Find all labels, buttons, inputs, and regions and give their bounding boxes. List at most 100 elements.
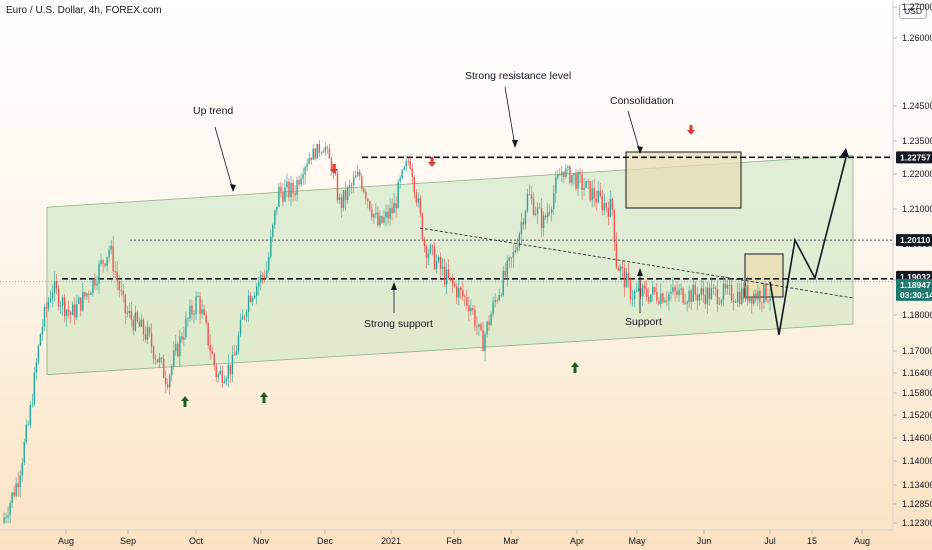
candle <box>419 198 422 214</box>
candle <box>417 198 420 203</box>
candle <box>672 287 674 293</box>
price-badge-label: 1.19032 <box>900 272 931 282</box>
candle <box>490 314 492 326</box>
candle <box>676 290 678 295</box>
candle <box>575 173 577 189</box>
candle <box>173 351 175 367</box>
candlestick-series <box>3 139 771 525</box>
candle <box>249 295 252 302</box>
candle <box>391 207 393 214</box>
candle <box>728 284 731 286</box>
currency-selector[interactable]: USD <box>899 4 927 19</box>
candle <box>688 290 690 303</box>
strong-support-callout-arrow <box>391 282 397 290</box>
candle <box>696 294 698 301</box>
candle <box>120 290 122 291</box>
candle <box>680 288 682 290</box>
candle <box>338 197 341 201</box>
candle <box>413 177 415 193</box>
candle <box>609 199 612 217</box>
candle <box>579 172 581 175</box>
candle <box>736 291 739 303</box>
candle <box>57 288 60 307</box>
candle <box>561 171 563 176</box>
candle <box>126 312 129 314</box>
candle <box>213 353 215 366</box>
candle <box>19 475 21 488</box>
candle <box>658 300 660 305</box>
bar-countdown-label: 03:30:14 <box>900 290 932 300</box>
y-tick-label: 1.13400 <box>902 480 932 490</box>
candle <box>666 300 668 302</box>
candle <box>130 310 133 320</box>
candle <box>140 319 143 327</box>
candle <box>229 364 232 375</box>
uptrend-callout-line <box>214 126 234 191</box>
candle <box>593 188 595 199</box>
candle <box>555 177 557 194</box>
candle <box>185 318 187 338</box>
y-tick-label: 1.14600 <box>902 433 932 443</box>
candle <box>678 289 680 295</box>
x-tick-label: Sep <box>120 536 136 546</box>
candle <box>690 290 692 302</box>
candle <box>682 288 684 303</box>
candle <box>259 274 262 283</box>
candle <box>403 166 405 170</box>
candle <box>597 190 599 203</box>
y-tick-label: 1.15800 <box>902 388 932 398</box>
candle <box>278 186 280 207</box>
candle <box>348 185 351 188</box>
candle <box>518 233 521 248</box>
candle <box>197 295 199 297</box>
candle <box>581 174 583 190</box>
x-tick-label: Mar <box>503 536 519 546</box>
candle <box>613 209 616 243</box>
candle <box>96 283 98 286</box>
candle <box>340 197 343 209</box>
candle <box>274 210 276 225</box>
candle <box>753 293 755 304</box>
candle <box>595 198 597 203</box>
candle <box>290 182 292 198</box>
candle <box>142 319 145 335</box>
candle <box>215 365 217 378</box>
candle <box>514 250 517 252</box>
candle <box>458 287 460 298</box>
candle <box>730 284 733 301</box>
x-tick-label: Aug <box>58 536 74 546</box>
candle <box>183 337 185 340</box>
candle <box>478 324 480 328</box>
candle <box>447 269 450 278</box>
candle <box>344 190 347 201</box>
candle <box>443 266 446 285</box>
candle <box>255 286 258 296</box>
candle <box>381 216 383 223</box>
candle <box>496 300 498 301</box>
candle <box>468 304 470 312</box>
candle <box>253 295 256 298</box>
candle <box>454 283 456 287</box>
candle <box>763 284 765 303</box>
candle <box>300 178 302 185</box>
candle <box>559 174 561 176</box>
candle <box>179 336 181 357</box>
candle <box>589 181 591 201</box>
candle <box>498 294 500 301</box>
candle <box>625 272 628 288</box>
candle <box>573 173 575 176</box>
candle <box>427 253 430 258</box>
candle <box>193 314 195 315</box>
candle <box>144 334 147 340</box>
candle <box>702 288 705 295</box>
price-badge <box>896 151 932 164</box>
candle <box>674 287 676 291</box>
candle <box>637 288 640 291</box>
candle <box>599 190 601 197</box>
candle <box>488 321 490 326</box>
candle <box>569 166 571 183</box>
candle <box>611 199 614 210</box>
candle <box>90 292 92 295</box>
candle <box>55 280 58 289</box>
candle <box>268 256 270 271</box>
